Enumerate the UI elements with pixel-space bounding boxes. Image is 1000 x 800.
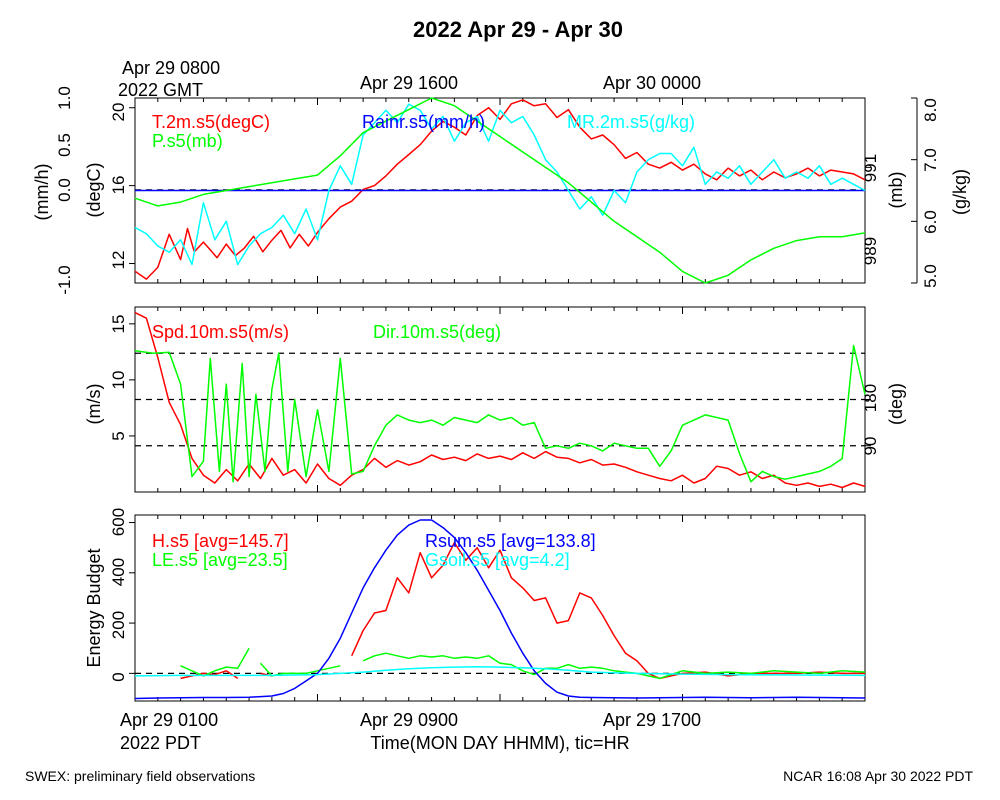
energy-tick-label: 0 bbox=[109, 672, 128, 681]
legend-mixing-ratio: MR.2m.s5(g/kg) bbox=[567, 112, 695, 132]
rain-tick-label: 0.0 bbox=[55, 178, 74, 202]
mr-tick-label: 8.0 bbox=[921, 98, 940, 122]
dir-axis-label: (deg) bbox=[886, 383, 906, 425]
panel-1-axis-ticks bbox=[129, 98, 871, 283]
legend-sensible-heat: H.s5 [avg=145.7] bbox=[152, 531, 289, 551]
footer-right-note: NCAR 16:08 Apr 30 2022 PDT bbox=[783, 768, 973, 784]
temp-tick-label: 20 bbox=[109, 103, 128, 122]
legend-temperature: T.2m.s5(degC) bbox=[152, 112, 270, 132]
temp-axis-label: (degC) bbox=[84, 162, 104, 217]
pressure-tick-label: 989 bbox=[861, 237, 880, 265]
rain-tick-label: -1.0 bbox=[55, 265, 74, 294]
top-time-label-0: Apr 29 0800 bbox=[122, 58, 220, 78]
legend-pressure: P.s5(mb) bbox=[152, 131, 223, 151]
rain-tick-label: 1.0 bbox=[55, 86, 74, 110]
mr-tick-label: 5.0 bbox=[921, 264, 940, 288]
pressure-axis-label: (mb) bbox=[886, 172, 906, 209]
series-line-p bbox=[134, 97, 866, 284]
series-line-t bbox=[134, 99, 866, 280]
panel-3-series bbox=[134, 519, 866, 700]
rain-axis-label: (mm/h) bbox=[32, 164, 52, 221]
mr-tick-label: 6.0 bbox=[921, 210, 940, 234]
mr-axis-ticks bbox=[911, 97, 917, 284]
temp-tick-label: 12 bbox=[109, 251, 128, 270]
speed-tick-label: 10 bbox=[109, 371, 128, 390]
dir-tick-label: 90 bbox=[861, 437, 880, 456]
bottom-time-label-0: Apr 29 0100 bbox=[120, 710, 218, 730]
top-time-label-2: Apr 30 0000 bbox=[603, 73, 701, 93]
panel-2-series bbox=[134, 311, 866, 489]
x-axis-label: Time(MON DAY HHMM), tic=HR bbox=[370, 733, 629, 753]
pressure-tick-label: 991 bbox=[861, 154, 880, 182]
top-time-label-0-gmt: 2022 GMT bbox=[118, 80, 203, 100]
panel-1-temperature-pressure: Apr 29 0800 2022 GMT Apr 29 1600 Apr 30 … bbox=[32, 58, 970, 295]
temp-tick-label: 16 bbox=[109, 176, 128, 195]
legend-latent-heat: LE.s5 [avg=23.5] bbox=[152, 550, 288, 570]
legend-wind-direction: Dir.10m.s5(deg) bbox=[373, 322, 501, 342]
top-time-label-1: Apr 29 1600 bbox=[360, 73, 458, 93]
panel-1-series bbox=[134, 97, 866, 284]
chart-title: 2022 Apr 29 - Apr 30 bbox=[413, 17, 623, 42]
energy-tick-label: 200 bbox=[109, 611, 128, 639]
panel-2-wind: 15 10 5 (m/s) 180 90 (deg) Spd.10m.s5(m/… bbox=[84, 306, 906, 493]
energy-tick-label: 600 bbox=[109, 508, 128, 536]
legend-net-radiation: Rsum.s5 [avg=133.8] bbox=[425, 531, 596, 551]
series-line-rsum bbox=[134, 519, 866, 700]
series-line-mr bbox=[134, 103, 866, 266]
speed-axis-label: (m/s) bbox=[84, 384, 104, 425]
bottom-time-label-1: Apr 29 0900 bbox=[360, 710, 458, 730]
speed-tick-label: 5 bbox=[109, 431, 128, 440]
mr-axis-label: (g/kg) bbox=[950, 169, 970, 215]
panel-3-energy-budget: 600 400 200 0 Energy Budget H.s5 [avg=14… bbox=[84, 508, 866, 753]
bottom-time-label-2: Apr 29 1700 bbox=[603, 710, 701, 730]
energy-axis-label: Energy Budget bbox=[84, 548, 104, 667]
legend-soil-heat: Gsoil.s5 [avg=4.2] bbox=[425, 550, 570, 570]
footer-left-note: SWEX: preliminary field observations bbox=[25, 768, 255, 784]
series-line-gsoil bbox=[134, 666, 866, 677]
series-line-dir bbox=[134, 344, 866, 483]
rain-tick-label: 0.5 bbox=[55, 133, 74, 157]
legend-rain-rate: Rainr.s5(mm/h) bbox=[362, 112, 485, 132]
bottom-time-label-0-pdt: 2022 PDT bbox=[120, 733, 201, 753]
series-line-spd bbox=[134, 311, 866, 489]
energy-tick-label: 400 bbox=[109, 558, 128, 586]
dir-tick-label: 180 bbox=[861, 384, 880, 412]
mr-tick-label: 7.0 bbox=[921, 148, 940, 172]
speed-tick-label: 15 bbox=[109, 315, 128, 334]
legend-wind-speed: Spd.10m.s5(m/s) bbox=[152, 322, 289, 342]
